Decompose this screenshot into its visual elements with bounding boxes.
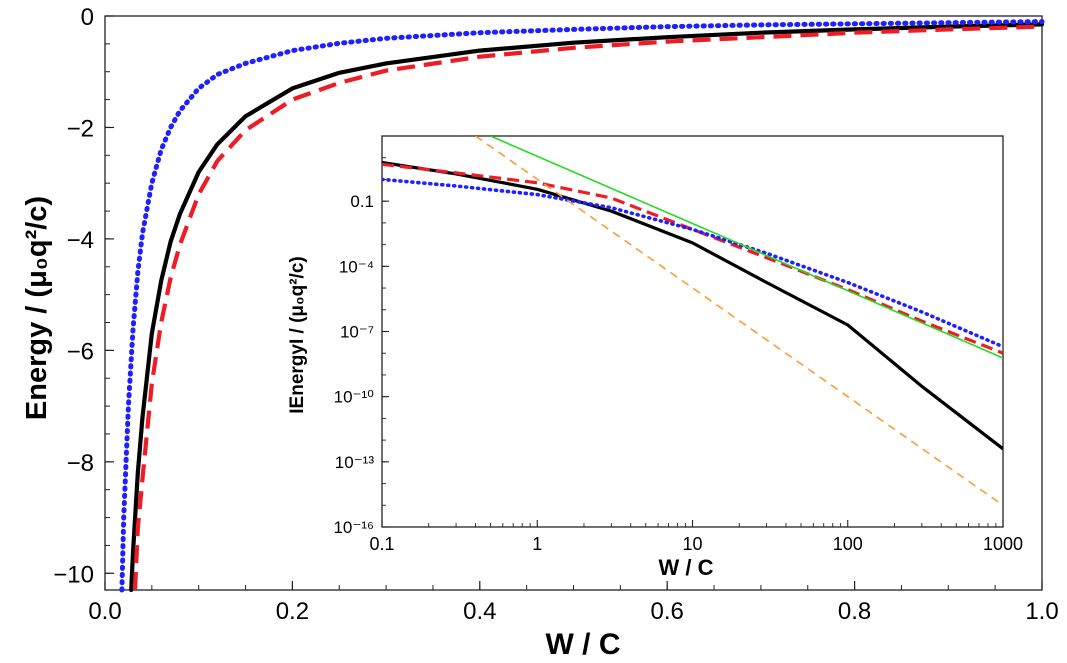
main-series-line-2 [132, 24, 1043, 591]
inset-x-tick-label: 1 [532, 534, 542, 554]
inset-x-axis-label: W / C [659, 555, 714, 580]
inset-x-tick-label: 0.1 [369, 534, 394, 554]
main-series-line-1 [129, 22, 1045, 593]
main-x-tick-label: 1.0 [1025, 598, 1058, 625]
main-y-tick-label: −2 [67, 115, 94, 142]
inset-plot-frame [381, 135, 1004, 528]
main-axis-ticks: 0.0 0.2 0.4 0.6 0.8 1.0 0 −2 −4 −6 −8 −10 [53, 4, 1058, 625]
inset-series-line-3 [382, 177, 1003, 349]
main-x-tick-label: 0.0 [88, 598, 121, 625]
main-y-tick-label: −4 [67, 227, 94, 254]
main-series-group [119, 19, 1045, 593]
inset-series-line-1 [382, 160, 1003, 451]
inset-series-line-4 [490, 136, 1003, 359]
main-x-tick-label: 0.6 [651, 598, 684, 625]
inset-series-line-2 [382, 162, 1003, 355]
inset-y-axis-label: IEnergyI / (μ₀q²/c) [287, 256, 308, 413]
main-x-axis-label: W / C [546, 628, 621, 661]
main-y-tick-label: 0 [81, 4, 94, 31]
inset-axis-ticks: 0.1 1 10 100 1000 0.1 10⁻⁴ 10⁻⁷ 10⁻¹⁰ 10⁻¹³ 10⁻¹⁶ [333, 157, 1023, 554]
main-x-tick-label: 0.4 [463, 598, 496, 625]
main-x-tick-label: 0.2 [276, 598, 309, 625]
main-y-tick-label: −10 [53, 561, 94, 588]
inset-x-tick-label: 1000 [983, 534, 1023, 554]
inset-y-tick-label: 0.1 [350, 192, 374, 211]
inset-x-tick-label: 10 [682, 534, 702, 554]
inset-plot: 0.1 1 10 100 10000.110⁻⁴10⁻⁷10⁻¹⁰10⁻¹³10⁻¹⁶ … [287, 135, 1023, 580]
inset-y-tick-label: 10⁻⁷ [340, 323, 374, 342]
inset-y-tick-label: 10⁻¹³ [335, 453, 375, 472]
inset-y-tick-label: 10⁻¹⁶ [333, 518, 374, 537]
main-series-line-3 [119, 19, 1045, 593]
main-y-axis-label: Energy / (μ₀q²/c) [21, 196, 53, 420]
main-x-tick-label: 0.8 [838, 598, 871, 625]
main-y-tick-label: −8 [67, 450, 94, 477]
inset-y-tick-label: 10⁻¹⁰ [334, 388, 375, 407]
inset-series-line-5 [475, 136, 1003, 506]
inset-x-tick-label: 100 [833, 534, 863, 554]
main-y-tick-label: −6 [67, 338, 94, 365]
inset-series-group [382, 136, 1003, 506]
inset-y-tick-label: 10⁻⁴ [339, 257, 374, 276]
